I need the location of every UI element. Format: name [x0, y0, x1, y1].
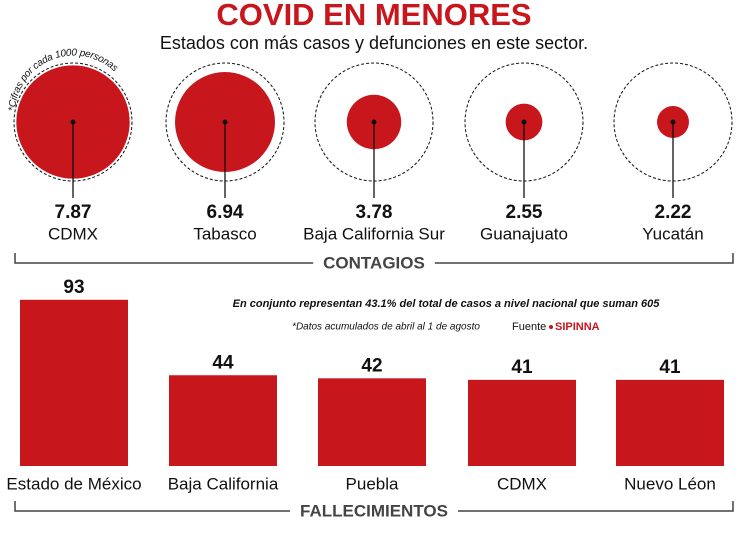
value-label: 2.22	[655, 202, 692, 223]
value-label: 93	[63, 277, 84, 298]
bar	[20, 299, 128, 466]
category-label: Yucatán	[642, 224, 703, 243]
value-label: 41	[659, 357, 681, 378]
title: COVID EN MENORES	[216, 0, 531, 32]
category-label: Nuevo Léon	[624, 474, 716, 493]
value-label: 6.94	[207, 202, 244, 223]
section-title: FALLECIMIENTOS	[300, 501, 448, 520]
annotation: *Datos acumulados de abril al 1 de agost…	[292, 322, 480, 333]
category-label: CDMX	[497, 474, 547, 493]
source-label: Fuente	[512, 321, 546, 333]
category-label: Puebla	[346, 474, 399, 493]
bar	[169, 375, 277, 466]
subtitle: Estados con más casos y defunciones en e…	[160, 33, 588, 53]
bracket	[14, 253, 734, 264]
bar	[318, 378, 426, 466]
value-label: 44	[212, 352, 234, 373]
annotation: En conjunto representan 43.1% del total …	[233, 298, 661, 310]
value-label: 3.78	[356, 202, 393, 223]
category-label: Tabasco	[193, 224, 256, 243]
category-label: Baja California	[168, 474, 279, 493]
bar	[616, 379, 724, 466]
value-label: 42	[361, 355, 382, 376]
category-label: Guanajuato	[480, 224, 568, 243]
value-label: 2.55	[506, 202, 543, 223]
value-label: 7.87	[55, 202, 92, 223]
bracket	[14, 501, 734, 512]
category-label: Baja California Sur	[303, 224, 445, 243]
section-title: CONTAGIOS	[323, 253, 425, 272]
source: SIPINNA	[555, 321, 600, 333]
category-label: CDMX	[48, 224, 98, 243]
bullet	[549, 325, 553, 329]
value-label: 41	[511, 357, 533, 378]
bar	[468, 379, 576, 466]
category-label: Estado de México	[6, 474, 141, 493]
